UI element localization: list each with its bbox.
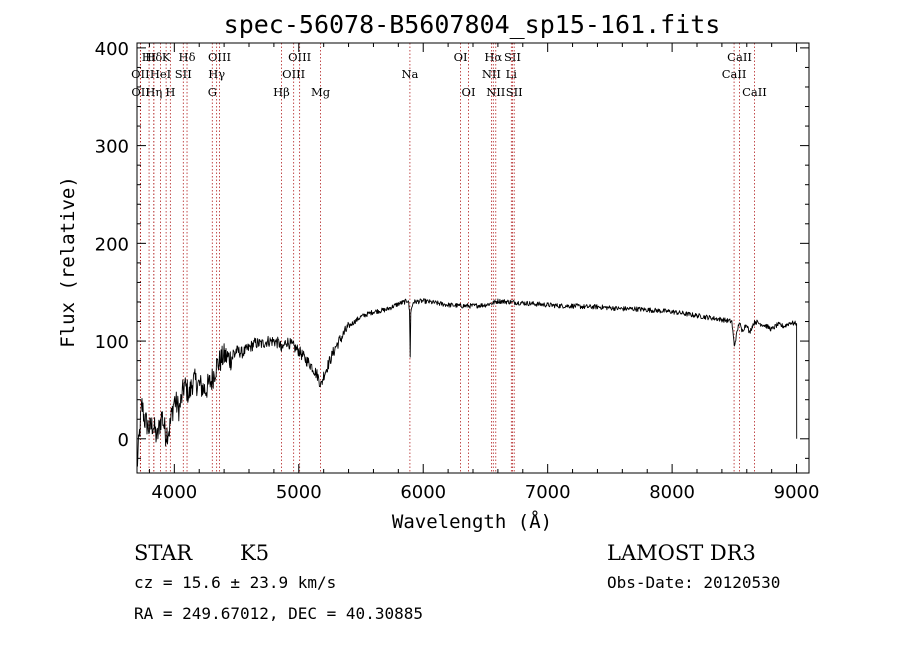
- chart-title: spec-56078-B5607804_sp15-161.fits: [224, 10, 721, 39]
- line-marker-label: OIII: [282, 67, 305, 81]
- object-subclass: K5: [240, 541, 269, 565]
- line-marker-label: H: [165, 85, 175, 99]
- obs-date: Obs-Date: 20120530: [607, 573, 780, 592]
- spectrum-series: [136, 298, 798, 467]
- line-marker-label: OI: [462, 85, 476, 99]
- line-marker-label: OIII: [208, 50, 231, 64]
- line-marker-label: SII: [504, 50, 521, 64]
- line-marker-label: HeI: [150, 67, 171, 81]
- coordinates: RA = 249.67012, DEC = 40.30885: [134, 604, 423, 623]
- line-marker-label: Li: [506, 67, 518, 81]
- line-marker-label: CaII: [722, 67, 747, 81]
- line-marker-label: Hδ: [179, 50, 196, 64]
- y-tick-label: 400: [95, 39, 129, 60]
- line-marker-label: Hα: [484, 50, 502, 64]
- series-layer: [136, 298, 798, 467]
- line-marker-label: SII: [175, 67, 192, 81]
- line-marker-label: HI: [142, 50, 157, 64]
- line-marker-label: OIII: [288, 50, 311, 64]
- x-tick-label: 7000: [525, 482, 571, 503]
- line-marker-label: Mg: [311, 85, 331, 99]
- x-tick-label: 6000: [400, 482, 446, 503]
- x-tick-label: 8000: [649, 482, 695, 503]
- line-marker-label: OII: [131, 85, 150, 99]
- x-tick-label: 5000: [276, 482, 322, 503]
- y-axis: 0 100 200 300 400: [95, 39, 809, 459]
- y-tick-label: 100: [95, 332, 129, 353]
- line-marker-label: NII: [486, 85, 505, 99]
- y-axis-label: Flux (relative): [57, 176, 79, 348]
- object-class: STAR: [134, 541, 193, 565]
- x-axis: 4000 5000 6000 7000 8000 9000: [148, 43, 820, 503]
- line-marker-label: Na: [401, 67, 418, 81]
- line-marker-label: OI: [454, 50, 468, 64]
- line-marker-label: G: [208, 85, 217, 99]
- line-marker-label: Hη: [145, 85, 162, 99]
- y-tick-label: 0: [118, 430, 129, 451]
- survey-name: LAMOST DR3: [607, 541, 756, 565]
- x-axis-label: Wavelength (Å): [392, 510, 552, 533]
- redshift-cz: cz = 15.6 ± 23.9 km/s: [134, 573, 336, 592]
- line-marker-label: CaII: [742, 85, 767, 99]
- x-tick-label: 9000: [774, 482, 820, 503]
- line-marker-label: Hβ: [273, 85, 290, 99]
- line-marker-label: SII: [506, 85, 523, 99]
- line-marker-label: NII: [482, 67, 501, 81]
- y-tick-label: 300: [95, 137, 129, 158]
- line-marker-label: OII: [131, 67, 150, 81]
- y-tick-label: 200: [95, 234, 129, 255]
- line-marker-label: CaII: [727, 50, 752, 64]
- line-marker-label: Hγ: [208, 67, 225, 81]
- x-tick-label: 4000: [151, 482, 197, 503]
- line-marker-label: K: [162, 50, 171, 64]
